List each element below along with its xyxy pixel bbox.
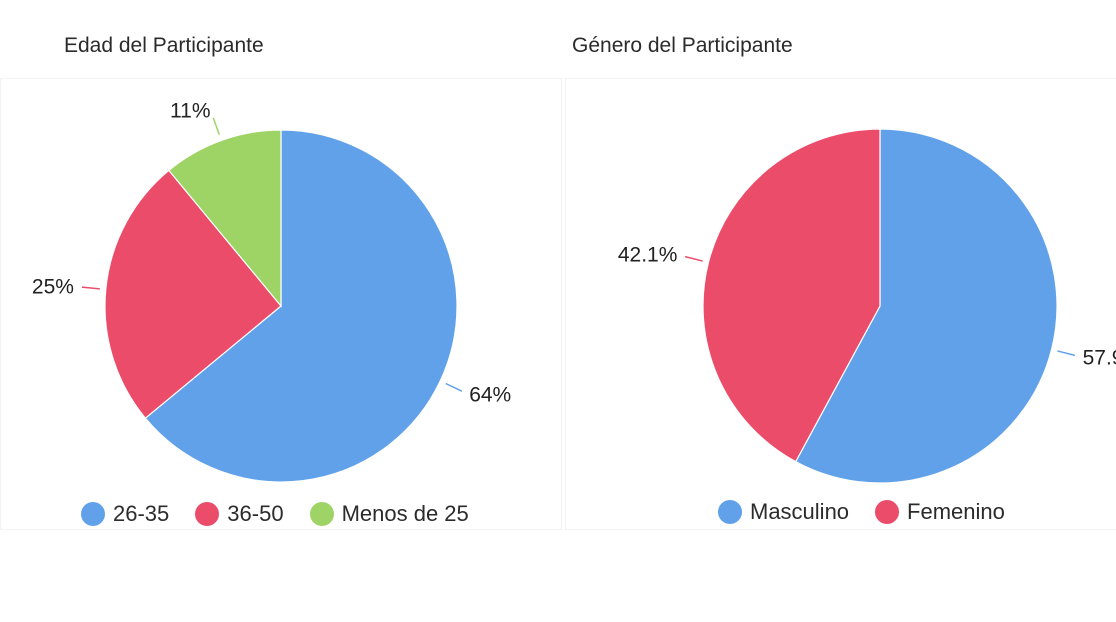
legend-dot-menos-de-25 [309,502,334,526]
legend-item-femenino[interactable]: Femenino [875,499,1005,525]
age-slice-36-50[interactable] [104,169,282,420]
gender-slice-femenino[interactable] [702,128,881,463]
chart-title-gender: Género del Participante [572,34,793,57]
age-leader-26-35 [445,382,463,392]
chart-title-age: Edad del Participante [64,34,264,57]
gender-leader-femenino [684,255,703,262]
legend-label-26-35: 26-35 [113,501,170,526]
legend-item-36-50[interactable]: 36-50 [195,501,284,527]
age-slice-menos-de-25[interactable] [167,129,282,308]
legend-item-masculino[interactable]: Masculino [718,499,849,525]
legend-item-26-35[interactable]: 26-35 [81,501,169,527]
legend-label-menos-de-25: Menos de 25 [341,501,469,526]
legend-dot-36-50 [195,502,220,526]
legend-dot-masculino [718,500,742,524]
gender-data-label-femenino: 42.1% [618,244,678,267]
legend-gender: Masculino Femenino [718,499,1005,525]
legend-label-36-50: 36-50 [227,501,284,526]
legend-label-masculino: Masculino [750,499,850,524]
age-leader-36-50 [81,286,100,290]
age-data-label-menos-de-25: 11% [170,99,210,122]
chart-card-gender: 57.9% 42.1% Masculino Femenino [565,78,1116,530]
gender-data-label-masculino: 57.9% [1083,346,1116,369]
age-data-label-26-35: 64% [469,384,511,407]
age-data-label-36-50: 25% [32,275,74,298]
legend-dot-femenino [875,500,900,524]
gender-leader-masculino [1057,350,1076,357]
pie-chart-age: 64% 25% 11% [32,99,511,483]
pie-chart-gender: 57.9% 42.1% [618,128,1116,484]
age-leader-menos-de-25 [212,117,221,136]
legend-item-menos-de-25[interactable]: Menos de 25 [309,501,469,527]
gender-slice-masculino[interactable] [794,128,1058,484]
legend-age: 26-35 36-50 Menos de 25 [81,501,469,527]
legend-label-femenino: Femenino [907,499,1005,524]
chart-card-age: 64% 25% 11% 26-35 36-50 Menos de 25 [0,78,562,530]
age-slice-26-35[interactable] [144,129,458,483]
legend-dot-26-35 [81,502,105,526]
